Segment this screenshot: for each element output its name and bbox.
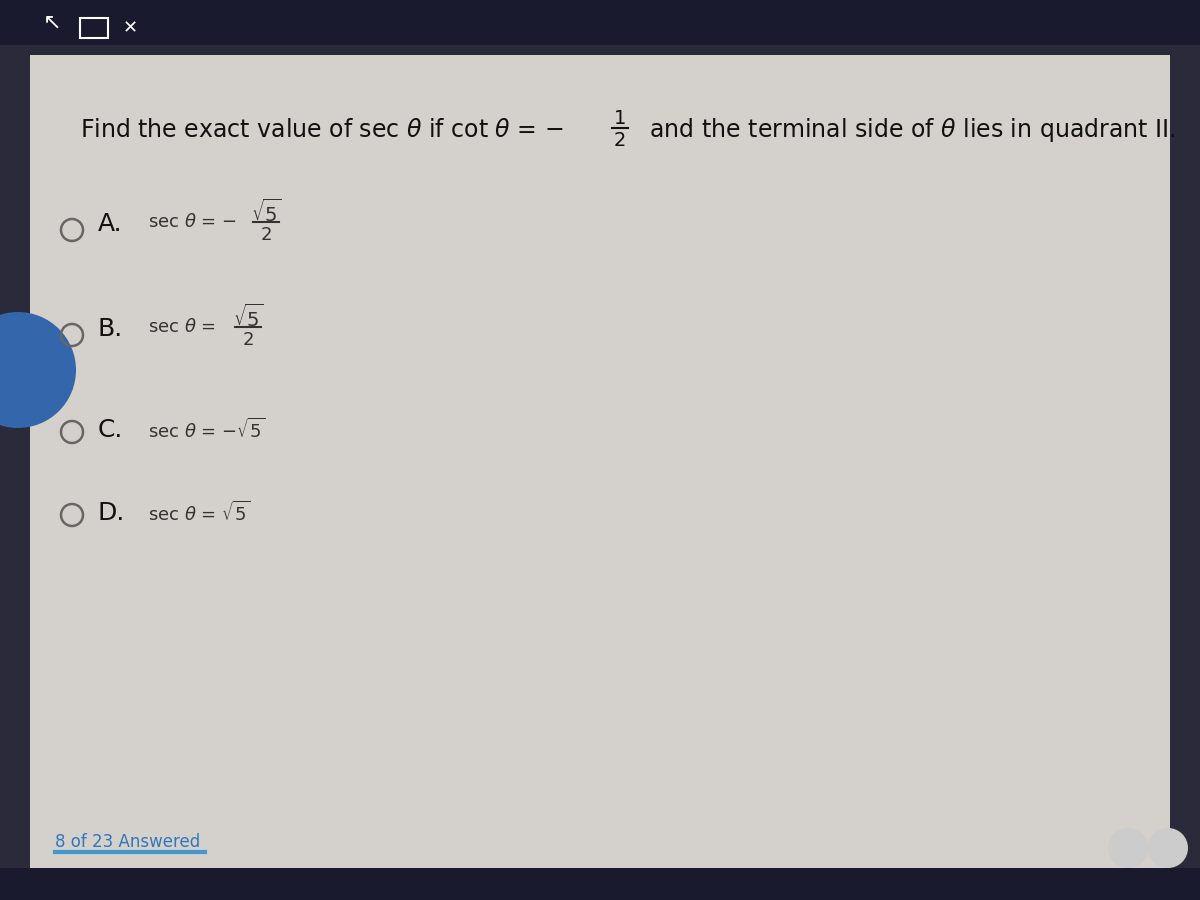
Circle shape [1148,828,1188,868]
Text: and the terminal side of $\theta$ lies in quadrant II.: and the terminal side of $\theta$ lies i… [642,116,1175,144]
Text: A.: A. [98,212,122,236]
Text: 2: 2 [242,331,253,349]
Text: $\sqrt{5}$: $\sqrt{5}$ [233,303,263,330]
Text: ✕: ✕ [122,19,138,37]
Bar [0,868,1200,900]
Text: sec $\theta$ =: sec $\theta$ = [148,318,218,336]
Bar [80,18,108,38]
Text: sec $\theta$ = $-\sqrt{5}$: sec $\theta$ = $-\sqrt{5}$ [148,418,265,442]
Circle shape [0,312,76,428]
Text: ↖: ↖ [43,13,61,33]
Text: 1: 1 [614,110,626,129]
Text: B.: B. [98,317,124,341]
Text: 2: 2 [614,130,626,149]
Text: C.: C. [98,418,124,442]
Bar [0,0,1200,45]
Text: Find the exact value of sec $\theta$ if cot $\theta$ = $-$: Find the exact value of sec $\theta$ if … [80,118,564,142]
Text: $\sqrt{5}$: $\sqrt{5}$ [251,198,281,226]
Text: sec $\theta$ = $-$: sec $\theta$ = $-$ [148,213,236,231]
Text: 2: 2 [260,226,271,244]
Text: D.: D. [98,501,125,525]
Text: 8 of 23 Answered: 8 of 23 Answered [55,833,200,851]
Circle shape [1108,828,1148,868]
Text: sec $\theta$ = $\sqrt{5}$: sec $\theta$ = $\sqrt{5}$ [148,501,250,525]
